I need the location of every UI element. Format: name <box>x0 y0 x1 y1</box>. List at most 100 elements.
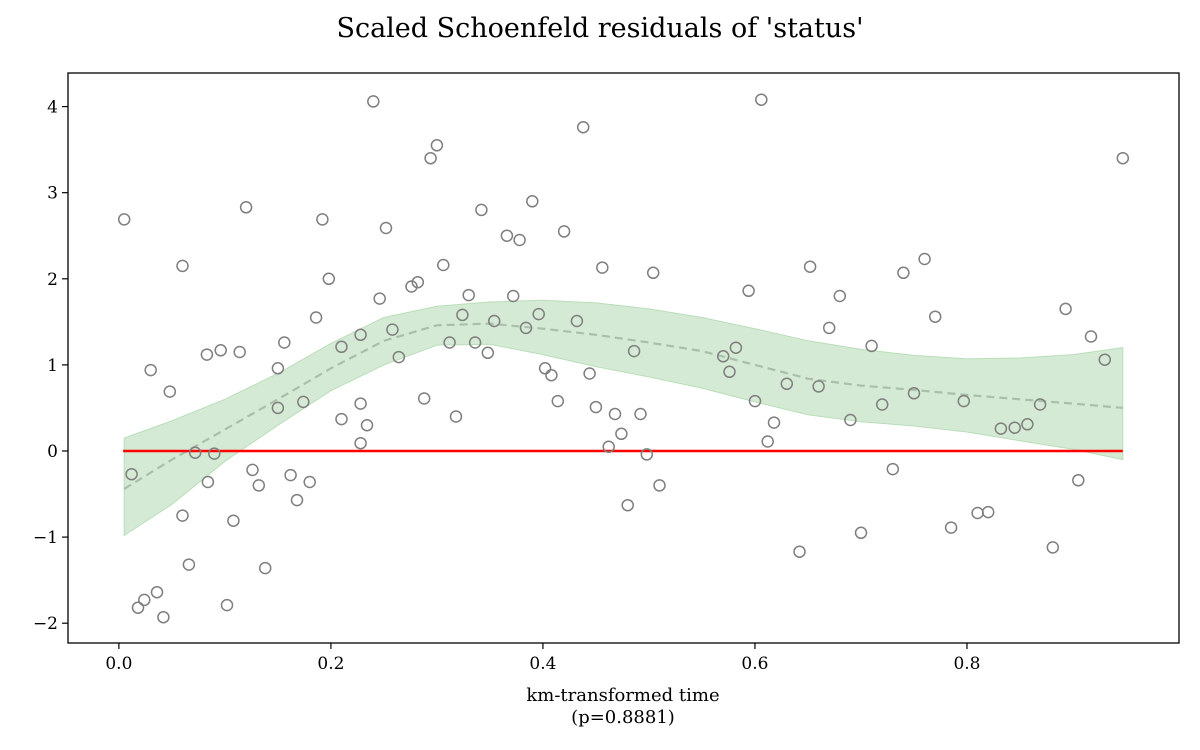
y-tick-label: 4 <box>47 98 58 118</box>
residual-point <box>500 229 514 242</box>
residual-point <box>875 398 889 411</box>
residual-point <box>456 308 469 322</box>
y-tick-label: −1 <box>33 528 58 548</box>
residual-point <box>379 221 393 235</box>
residual-point <box>443 336 456 349</box>
residual-point <box>1046 541 1060 554</box>
residual-point <box>188 446 202 459</box>
residual-point <box>1059 302 1072 316</box>
residual-point <box>214 344 227 357</box>
smoothed-trend-layer <box>123 322 1123 490</box>
residual-point <box>570 314 584 328</box>
residual-point <box>487 314 501 328</box>
residual-point <box>252 479 266 492</box>
residual-point <box>506 289 520 303</box>
residual-point <box>1116 151 1130 165</box>
residual-point <box>246 463 259 477</box>
residual-point <box>723 365 736 379</box>
residual-point <box>742 284 755 298</box>
residual-point <box>354 436 367 450</box>
residual-point <box>865 339 878 353</box>
residual-point <box>1021 418 1034 431</box>
residual-point <box>303 475 316 489</box>
residual-points-layer <box>117 93 1130 624</box>
residual-point <box>1033 398 1047 411</box>
residual-point <box>627 344 641 358</box>
residual-point <box>367 95 380 108</box>
residual-point <box>131 601 145 614</box>
residual-point <box>309 311 323 324</box>
residual-point <box>822 321 836 335</box>
residual-point <box>803 260 817 273</box>
residual-point <box>386 323 399 336</box>
residual-point <box>767 416 781 429</box>
residual-point <box>125 467 138 481</box>
residual-point <box>557 225 571 238</box>
residual-point <box>475 203 488 217</box>
residual-point <box>621 498 634 512</box>
chart-title: Scaled Schoenfeld residuals of 'status' <box>336 13 863 44</box>
y-tick-label: 0 <box>47 442 58 462</box>
residual-point <box>640 448 654 461</box>
residual-point <box>468 336 482 349</box>
residual-point <box>417 392 431 405</box>
x-tick-label: 0.4 <box>529 654 556 674</box>
residual-point <box>854 526 868 540</box>
residual-point <box>481 346 495 360</box>
residual-point <box>596 261 609 274</box>
residual-point <box>284 468 297 482</box>
residual-point <box>833 289 847 303</box>
residual-point <box>1008 421 1021 434</box>
residual-point <box>583 367 596 380</box>
residual-point <box>220 598 234 612</box>
residual-point <box>844 413 857 427</box>
residual-point <box>944 521 958 534</box>
residual-point <box>157 610 170 624</box>
y-tick-label: 1 <box>47 356 58 376</box>
residual-point <box>373 292 386 305</box>
residual-point <box>201 475 215 489</box>
residual-point <box>335 412 348 426</box>
residual-point <box>360 418 374 432</box>
residual-point <box>405 280 418 293</box>
residual-point <box>1072 474 1085 487</box>
residual-point <box>538 362 552 375</box>
residual-point <box>392 350 406 364</box>
residual-point <box>354 328 367 342</box>
residual-point <box>437 258 450 272</box>
x-tick-label: 0.2 <box>317 654 344 674</box>
residual-point <box>519 321 533 335</box>
residual-point <box>532 307 545 321</box>
residual-point <box>897 266 910 280</box>
y-tick-label: −2 <box>33 614 58 634</box>
residual-point <box>424 151 437 165</box>
residual-point <box>176 509 189 522</box>
residual-point <box>716 350 730 363</box>
residual-point <box>526 195 539 208</box>
residual-point <box>278 336 291 349</box>
residual-point <box>297 395 310 409</box>
residual-point <box>200 348 214 361</box>
residual-point <box>144 363 157 377</box>
residual-point <box>150 585 164 599</box>
residual-point <box>729 341 743 354</box>
y-tick-label: 2 <box>47 270 58 290</box>
residual-point <box>227 514 240 527</box>
residual-point <box>653 479 666 492</box>
x-axis-pvalue-label: (p=0.8881) <box>571 707 675 728</box>
residual-point <box>239 201 253 214</box>
residual-point <box>462 288 475 302</box>
residual-point <box>589 400 603 414</box>
y-tick-label: 3 <box>47 184 58 204</box>
x-tick-label: 0.6 <box>741 654 768 674</box>
confidence-band-layer <box>123 299 1124 537</box>
residual-point <box>316 213 329 226</box>
x-axis-ticks: 0.0 0.2 0.4 0.6 0.8 <box>105 643 981 674</box>
residual-point <box>138 593 151 607</box>
residual-point <box>430 139 444 152</box>
residual-point <box>602 440 615 453</box>
residual-point <box>322 272 336 286</box>
plot-area-frame <box>67 72 1180 644</box>
residual-point <box>918 252 931 266</box>
